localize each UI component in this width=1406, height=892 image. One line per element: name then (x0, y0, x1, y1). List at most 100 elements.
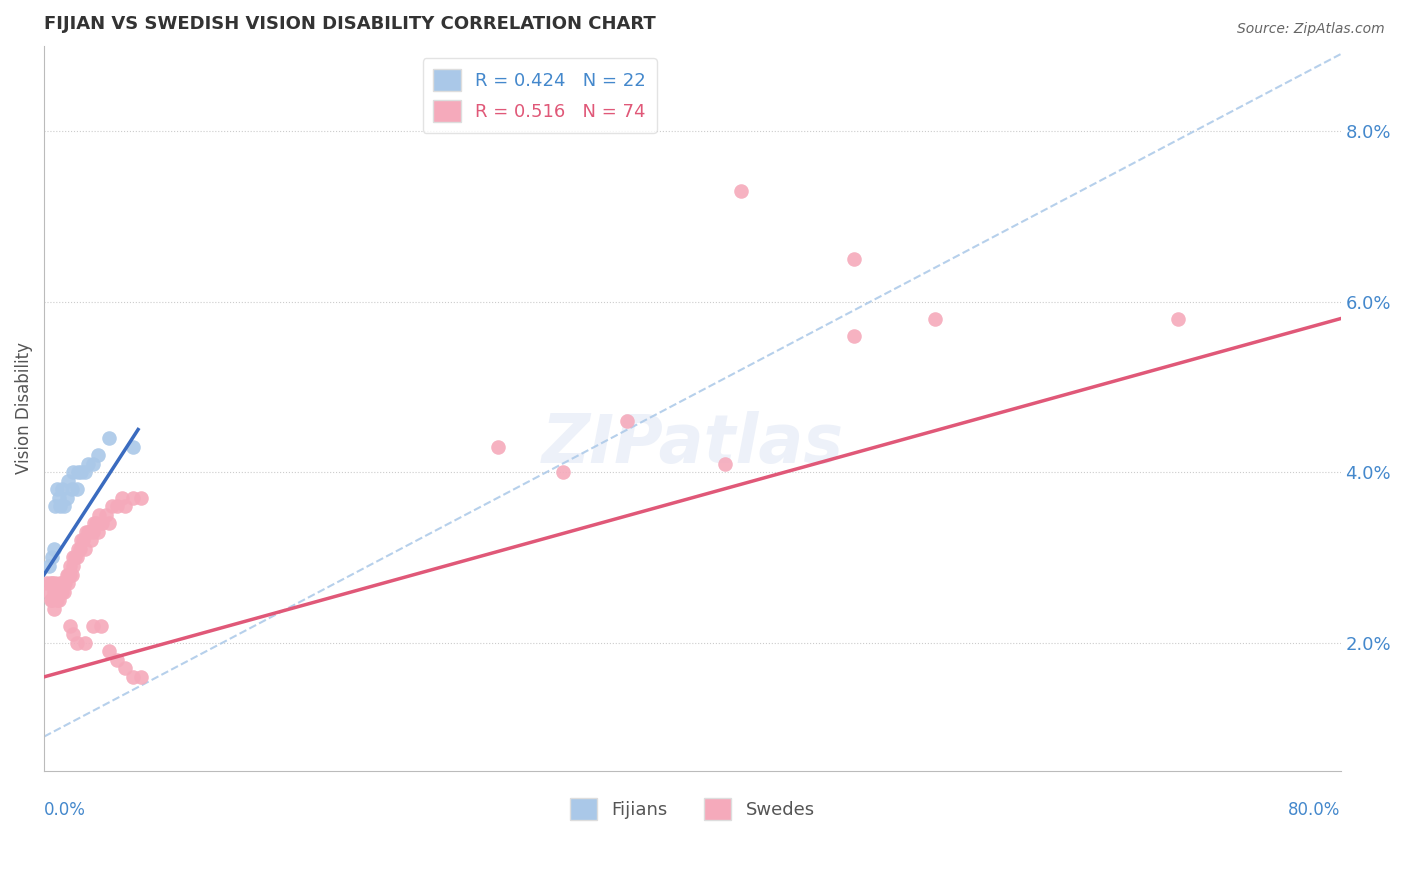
Point (44, 584, 66, 599)
Point (38, 559, 60, 574)
Point (48, 584, 70, 599)
Point (844, 252, 866, 266)
Point (76, 457, 98, 471)
Point (41, 550, 63, 565)
Point (62, 627, 84, 641)
Point (73, 636, 96, 650)
Point (101, 500, 124, 514)
Text: 80.0%: 80.0% (1288, 801, 1340, 819)
Point (44, 500, 66, 514)
Point (42, 541, 65, 556)
Point (37, 576, 59, 591)
Point (67, 541, 90, 556)
Point (713, 457, 735, 471)
Point (114, 661, 136, 675)
Point (38, 584, 60, 599)
Point (62, 465, 84, 479)
Point (73, 541, 96, 556)
Point (52, 500, 75, 514)
Point (48, 593, 70, 607)
Point (105, 500, 128, 514)
Point (82, 457, 104, 471)
Point (111, 491, 134, 505)
Point (75, 524, 97, 539)
Point (76, 524, 98, 539)
Point (131, 491, 153, 505)
Point (58, 567, 80, 582)
Point (86, 524, 108, 539)
Point (48, 491, 70, 505)
Point (56, 567, 79, 582)
Point (730, 184, 752, 198)
Point (70, 533, 93, 548)
Point (65, 550, 87, 565)
Point (82, 524, 104, 539)
Point (122, 670, 145, 684)
Point (59, 559, 82, 574)
Point (58, 474, 80, 488)
Point (65, 482, 87, 496)
Point (616, 414, 638, 428)
Point (41, 576, 63, 591)
Point (131, 670, 153, 684)
Point (122, 440, 145, 454)
Point (49, 576, 72, 591)
Point (59, 618, 82, 632)
Point (60, 567, 83, 582)
Point (551, 465, 574, 479)
Point (94, 508, 117, 522)
Point (83, 516, 105, 531)
Point (52, 584, 75, 599)
Point (46, 593, 69, 607)
Point (97, 644, 120, 658)
Text: Source: ZipAtlas.com: Source: ZipAtlas.com (1237, 22, 1385, 37)
Point (89, 508, 111, 522)
Point (84, 516, 107, 531)
Point (39, 593, 62, 607)
Point (924, 311, 946, 326)
Y-axis label: Vision Disability: Vision Disability (15, 343, 32, 475)
Point (62, 559, 84, 574)
Point (91, 516, 114, 531)
Point (97, 516, 120, 531)
Point (58, 576, 80, 591)
Text: ZIPatlas: ZIPatlas (541, 411, 844, 477)
Point (63, 550, 86, 565)
Point (73, 465, 96, 479)
Point (80, 533, 103, 548)
Point (56, 491, 79, 505)
Point (86, 448, 108, 462)
Point (49, 500, 72, 514)
Point (60, 482, 83, 496)
Point (46, 584, 69, 599)
Point (51, 584, 73, 599)
Point (46, 482, 69, 496)
Point (97, 431, 120, 445)
Text: 0.0%: 0.0% (44, 801, 86, 819)
Point (90, 618, 112, 632)
Point (844, 328, 866, 343)
Point (72, 533, 94, 548)
Point (114, 500, 136, 514)
Point (52, 576, 75, 591)
Point (65, 636, 87, 650)
Point (69, 541, 91, 556)
Legend: Fijians, Swedes: Fijians, Swedes (562, 790, 821, 827)
Point (105, 653, 128, 667)
Point (67, 465, 90, 479)
Point (51, 482, 73, 496)
Point (1167, 311, 1189, 326)
Point (49, 584, 72, 599)
Point (42, 584, 65, 599)
Point (122, 491, 145, 505)
Point (51, 576, 73, 591)
Point (39, 576, 62, 591)
Text: FIJIAN VS SWEDISH VISION DISABILITY CORRELATION CHART: FIJIAN VS SWEDISH VISION DISABILITY CORR… (44, 15, 655, 33)
Point (44, 576, 66, 591)
Point (53, 576, 76, 591)
Point (79, 524, 101, 539)
Point (486, 440, 509, 454)
Point (70, 465, 93, 479)
Point (62, 550, 84, 565)
Point (82, 618, 104, 632)
